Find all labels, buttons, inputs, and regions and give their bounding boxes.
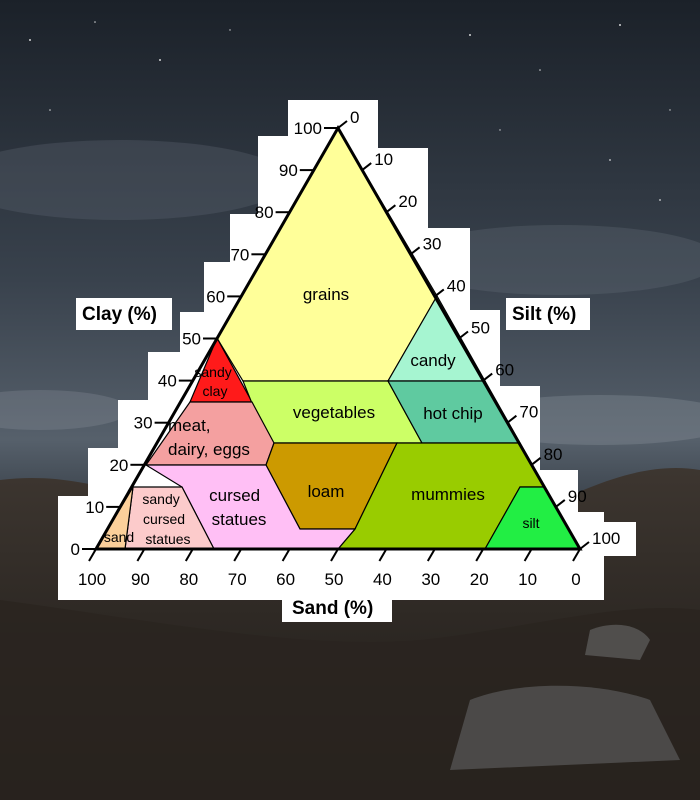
- sand-tick-mark: [572, 548, 581, 562]
- label-sand: sand: [104, 529, 134, 545]
- silt-tick-mark: [361, 162, 372, 171]
- axis-ticks: 0102030405060708090100010203040506070809…: [71, 108, 621, 589]
- sand-tick-label: 10: [518, 570, 537, 589]
- clay-tick-label: 20: [109, 456, 128, 475]
- sand-tick-mark: [426, 548, 436, 562]
- sand-tick-mark: [136, 548, 146, 562]
- silt-tick-mark: [434, 288, 445, 298]
- clay-tick-label: 40: [158, 372, 177, 391]
- clay-axis-title: Clay (%): [82, 304, 157, 325]
- silt-tick-label: 20: [398, 192, 417, 211]
- silt-tick-mark: [458, 330, 469, 340]
- silt-tick-mark: [482, 372, 493, 382]
- sand-tick-label: 100: [78, 570, 106, 589]
- silt-tick-label: 30: [423, 234, 442, 253]
- sand-tick-label: 70: [228, 570, 247, 589]
- sand-tick-mark: [88, 548, 97, 562]
- sand-tick-mark: [233, 548, 243, 562]
- sand-tick-mark: [523, 548, 533, 562]
- sand-tick-mark: [475, 548, 485, 562]
- clay-tick-label: 10: [85, 498, 104, 517]
- sand-tick-label: 60: [276, 570, 295, 589]
- clay-tick-label: 0: [71, 540, 80, 559]
- silt-tick-mark: [337, 120, 348, 129]
- sand-tick-label: 40: [373, 570, 392, 589]
- silt-tick-mark: [579, 541, 590, 550]
- sand-tick-mark: [378, 548, 388, 562]
- sand-tick-label: 30: [421, 570, 440, 589]
- label-loam: loam: [308, 482, 345, 501]
- region-labels: grains candy sandy clay vegetables hot c…: [104, 285, 540, 547]
- label-hot-chip: hot chip: [423, 404, 483, 423]
- silt-tick-mark: [409, 246, 421, 256]
- silt-tick-mark: [530, 457, 542, 466]
- sand-tick-label: 0: [571, 570, 580, 589]
- clay-tick-label: 80: [255, 203, 274, 222]
- silt-tick-label: 50: [471, 319, 490, 338]
- silt-tick-label: 10: [374, 150, 393, 169]
- label-vegetables: vegetables: [293, 403, 375, 422]
- clay-tick-label: 30: [134, 414, 153, 433]
- silt-tick-label: 40: [447, 276, 466, 295]
- silt-tick-mark: [385, 204, 397, 213]
- regions-layer: [94, 126, 582, 550]
- label-grains: grains: [303, 285, 349, 304]
- sand-tick-mark: [330, 548, 339, 562]
- sand-tick-label: 50: [325, 570, 344, 589]
- sand-tick-label: 80: [179, 570, 198, 589]
- clay-tick-label: 70: [230, 245, 249, 264]
- ternary-plot: grains candy sandy clay vegetables hot c…: [71, 108, 621, 619]
- clay-tick-label: 50: [182, 330, 201, 349]
- clay-tick-label: 100: [294, 119, 322, 138]
- label-silt: silt: [522, 515, 539, 531]
- clay-tick-label: 90: [279, 161, 298, 180]
- clay-tick-label: 60: [206, 287, 225, 306]
- sand-tick-label: 90: [131, 570, 150, 589]
- silt-tick-label: 70: [519, 403, 538, 422]
- silt-tick-mark: [506, 414, 518, 424]
- label-sandy-clay: sandy clay: [194, 364, 235, 399]
- silt-axis-title: Silt (%): [512, 304, 576, 325]
- label-cursed-statues: cursed statues: [209, 486, 266, 529]
- silt-tick-label: 0: [350, 108, 359, 127]
- label-meat-dairy-eggs: meat, dairy, eggs: [168, 416, 250, 459]
- sand-tick-label: 20: [470, 570, 489, 589]
- silt-tick-mark: [555, 499, 566, 508]
- silt-tick-label: 60: [495, 361, 514, 380]
- sand-tick-mark: [281, 548, 291, 562]
- sand-tick-mark: [184, 548, 194, 562]
- label-sandy-cursed-statues: sandy cursed statues: [142, 491, 190, 547]
- silt-tick-label: 100: [592, 529, 620, 548]
- label-candy: candy: [410, 351, 456, 370]
- silt-tick-label: 90: [568, 487, 587, 506]
- label-mummies: mummies: [411, 485, 485, 504]
- silt-tick-label: 80: [544, 445, 563, 464]
- sand-axis-title: Sand (%): [292, 598, 373, 619]
